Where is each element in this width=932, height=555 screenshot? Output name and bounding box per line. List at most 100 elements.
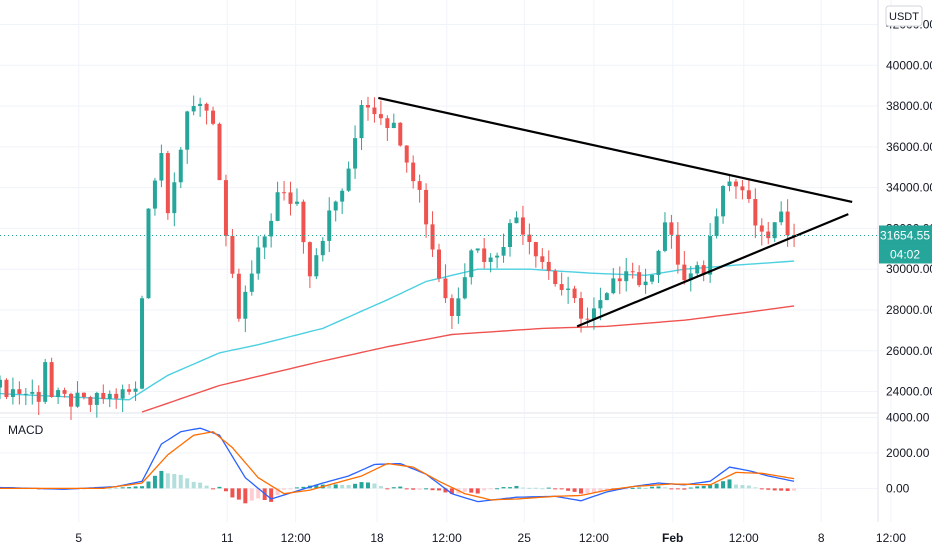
candle-body: [307, 242, 312, 277]
candle-body: [617, 278, 622, 282]
candle-body: [372, 107, 377, 115]
candle-body: [198, 103, 203, 107]
macd-hist-bar: [585, 488, 590, 494]
candle-body: [598, 300, 603, 309]
macd-hist-bar: [772, 488, 777, 491]
macd-hist-bar: [223, 488, 228, 492]
price-tag: [879, 225, 932, 246]
macd-hist-bar: [211, 488, 216, 490]
candle-body: [185, 111, 190, 150]
candle-body: [178, 149, 183, 183]
macd-hist-bar: [146, 481, 151, 489]
macd-hist-bar: [792, 488, 797, 491]
candle-body: [624, 271, 629, 282]
candle-body: [243, 291, 248, 319]
macd-hist-bar: [462, 488, 467, 492]
candle-body: [191, 106, 196, 112]
candle-body: [249, 273, 254, 292]
macd-hist-bar: [643, 487, 648, 489]
candle-body: [688, 273, 693, 281]
candle-body: [10, 389, 15, 398]
candle-body: [353, 138, 358, 169]
y-tick-label: 30000.00: [886, 262, 932, 276]
candle-body: [740, 186, 745, 191]
candle-body: [294, 201, 299, 204]
macd-hist-bar: [604, 488, 609, 491]
macd-hist-bar: [443, 488, 448, 493]
candle-body: [482, 248, 487, 262]
y-tick-label: 38000.00: [886, 99, 932, 113]
y-tick-label: 36000.00: [886, 140, 932, 154]
macd-hist-bar: [727, 479, 732, 489]
candle-body: [172, 182, 177, 214]
macd-hist-bar: [327, 484, 332, 489]
candle-body: [579, 298, 584, 319]
macd-hist-bar: [314, 484, 319, 489]
candle-body: [759, 225, 764, 232]
macd-hist-bar: [185, 478, 190, 489]
macd-hist-bar: [708, 485, 713, 489]
candle-body: [269, 220, 274, 237]
macd-hist-bar: [411, 488, 416, 490]
macd-hist-bar: [759, 488, 764, 490]
macd-hist-bar: [695, 486, 700, 489]
macd-hist-bar: [766, 488, 771, 490]
macd-y-axis: 0.00 2000.00 4000.00: [886, 411, 930, 496]
candle-body: [56, 390, 61, 397]
candle-body: [746, 190, 751, 200]
macd-hist-bar: [785, 488, 790, 491]
candle-body: [437, 249, 441, 279]
candle-body: [520, 217, 525, 235]
countdown-label: 04:02: [890, 247, 920, 261]
trendline-lower: [576, 213, 849, 328]
candle-body: [546, 261, 551, 271]
candle-body: [430, 224, 435, 250]
macd-hist-bar: [353, 483, 358, 489]
macd-hist-bar: [243, 488, 248, 504]
main-grid: [0, 0, 892, 412]
macd-hist-bar: [449, 488, 454, 494]
candle-body: [165, 153, 170, 214]
candle-body: [398, 122, 403, 146]
candle-body: [404, 145, 409, 163]
candle-body: [527, 234, 532, 243]
candle-body: [733, 181, 738, 187]
currency-box: [885, 5, 923, 27]
candle-body: [359, 104, 364, 139]
candle-body: [159, 153, 164, 181]
candle-body: [314, 255, 319, 277]
candle-body: [559, 284, 564, 290]
ma-cyan-line: [0, 260, 795, 401]
candle-body: [650, 274, 655, 282]
x-tick-label: 12:00: [281, 531, 311, 545]
candle-body: [75, 392, 80, 407]
candle-body: [708, 236, 713, 275]
candle-body: [701, 265, 706, 275]
trendline-upper: [378, 96, 853, 203]
candle-body: [675, 234, 680, 265]
macd-hist-bar: [746, 485, 751, 489]
candle-body: [779, 211, 784, 223]
candle-body: [533, 242, 538, 257]
macd-hist-bar: [514, 485, 519, 489]
macd-y-tick-label: 0.00: [886, 481, 910, 495]
macd-hist-bar: [572, 488, 577, 492]
candle-body: [211, 110, 216, 124]
currency-label: USDT: [889, 11, 919, 23]
macd-hist-bar: [669, 488, 674, 490]
candle-body: [94, 392, 99, 405]
candle-body: [101, 392, 106, 399]
macd-hist-bar: [598, 488, 603, 492]
y-tick-label: 40000.00: [886, 58, 932, 72]
x-tick-label: 5: [75, 531, 82, 545]
candle-body: [114, 393, 119, 399]
candle-body: [662, 222, 667, 251]
macd-hist-bar: [191, 481, 196, 489]
candle-body: [127, 389, 132, 392]
x-tick-label: Feb: [662, 531, 683, 545]
macd-hist-bar: [165, 473, 170, 489]
candle-body: [365, 104, 370, 108]
macd-hist-bar: [566, 488, 571, 491]
candle-body: [107, 393, 112, 399]
candle-body: [230, 235, 235, 274]
